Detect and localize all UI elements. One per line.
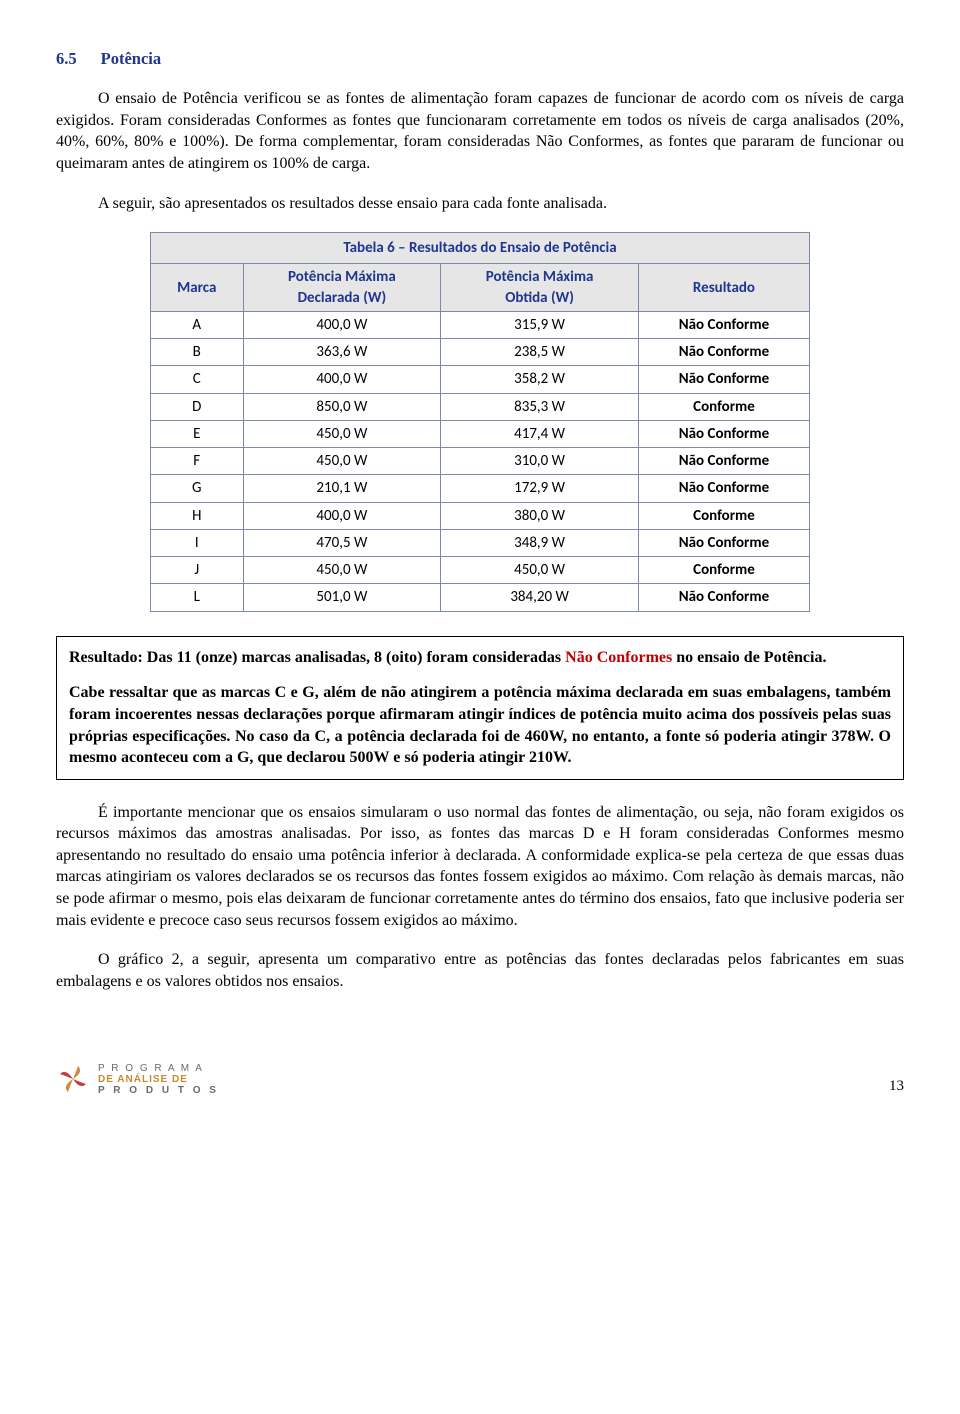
section-heading: 6.5 Potência	[56, 48, 904, 70]
page-footer: P R O G R A M A DE ANÁLISE DE P R O D U …	[56, 1062, 904, 1096]
result-summary-nc: Não Conformes	[565, 649, 672, 666]
footer-logo: P R O G R A M A DE ANÁLISE DE P R O D U …	[56, 1062, 219, 1096]
result-summary: Resultado: Das 11 (onze) marcas analisad…	[69, 647, 891, 669]
cell-resultado: Não Conforme	[638, 584, 809, 611]
logo-line-2: DE ANÁLISE DE	[98, 1074, 219, 1085]
cell-marca: B	[151, 339, 244, 366]
result-summary-post: no ensaio de Potência.	[672, 649, 826, 666]
col-marca: Marca	[151, 264, 244, 312]
cell-marca: D	[151, 393, 244, 420]
section-title: Potência	[101, 49, 161, 68]
table-row: I470,5 W348,9 WNão Conforme	[151, 529, 810, 556]
cell-obtida: 450,0 W	[441, 557, 639, 584]
cell-declarada: 470,5 W	[243, 529, 441, 556]
table-container: Tabela 6 – Resultados do Ensaio de Potên…	[56, 232, 904, 612]
table-row: E450,0 W417,4 WNão Conforme	[151, 420, 810, 447]
cell-obtida: 358,2 W	[441, 366, 639, 393]
table-row: D850,0 W835,3 WConforme	[151, 393, 810, 420]
table-row: B363,6 W238,5 WNão Conforme	[151, 339, 810, 366]
paragraph-2: A seguir, são apresentados os resultados…	[56, 193, 904, 215]
col-resultado: Resultado	[638, 264, 809, 312]
table-row: C400,0 W358,2 WNão Conforme	[151, 366, 810, 393]
col-obtida-text: Potência MáximaObtida (W)	[451, 267, 628, 308]
cell-obtida: 380,0 W	[441, 502, 639, 529]
cell-declarada: 450,0 W	[243, 420, 441, 447]
cell-declarada: 450,0 W	[243, 448, 441, 475]
cell-resultado: Conforme	[638, 393, 809, 420]
cell-obtida: 348,9 W	[441, 529, 639, 556]
cell-obtida: 310,0 W	[441, 448, 639, 475]
cell-resultado: Não Conforme	[638, 529, 809, 556]
cell-declarada: 363,6 W	[243, 339, 441, 366]
table-row: A400,0 W315,9 WNão Conforme	[151, 311, 810, 338]
cell-obtida: 315,9 W	[441, 311, 639, 338]
pinwheel-icon	[56, 1062, 90, 1096]
cell-declarada: 210,1 W	[243, 475, 441, 502]
table-row: F450,0 W310,0 WNão Conforme	[151, 448, 810, 475]
table-row: J450,0 W450,0 WConforme	[151, 557, 810, 584]
cell-declarada: 400,0 W	[243, 502, 441, 529]
result-detail: Cabe ressaltar que as marcas C e G, além…	[69, 682, 891, 768]
cell-marca: J	[151, 557, 244, 584]
logo-line-3: P R O D U T O S	[98, 1085, 219, 1096]
results-table: Tabela 6 – Resultados do Ensaio de Potên…	[150, 232, 810, 612]
cell-marca: A	[151, 311, 244, 338]
cell-declarada: 450,0 W	[243, 557, 441, 584]
cell-marca: E	[151, 420, 244, 447]
section-number: 6.5	[56, 49, 77, 68]
cell-resultado: Conforme	[638, 557, 809, 584]
cell-marca: G	[151, 475, 244, 502]
cell-declarada: 400,0 W	[243, 366, 441, 393]
cell-resultado: Conforme	[638, 502, 809, 529]
table-row: L501,0 W384,20 WNão Conforme	[151, 584, 810, 611]
cell-obtida: 417,4 W	[441, 420, 639, 447]
cell-marca: H	[151, 502, 244, 529]
logo-line-1: P R O G R A M A	[98, 1063, 219, 1074]
cell-marca: I	[151, 529, 244, 556]
cell-marca: L	[151, 584, 244, 611]
cell-obtida: 384,20 W	[441, 584, 639, 611]
cell-marca: F	[151, 448, 244, 475]
paragraph-3: É importante mencionar que os ensaios si…	[56, 802, 904, 932]
col-obtida: Potência MáximaObtida (W)	[441, 264, 639, 312]
cell-resultado: Não Conforme	[638, 420, 809, 447]
col-declarada: Potência MáximaDeclarada (W)	[243, 264, 441, 312]
cell-declarada: 400,0 W	[243, 311, 441, 338]
result-box: Resultado: Das 11 (onze) marcas analisad…	[56, 636, 904, 780]
cell-resultado: Não Conforme	[638, 475, 809, 502]
table-row: G210,1 W172,9 WNão Conforme	[151, 475, 810, 502]
cell-resultado: Não Conforme	[638, 339, 809, 366]
cell-obtida: 238,5 W	[441, 339, 639, 366]
cell-resultado: Não Conforme	[638, 366, 809, 393]
cell-resultado: Não Conforme	[638, 311, 809, 338]
paragraph-1: O ensaio de Potência verificou se as fon…	[56, 88, 904, 174]
page-number: 13	[889, 1076, 904, 1096]
paragraph-4: O gráfico 2, a seguir, apresenta um comp…	[56, 949, 904, 992]
cell-declarada: 501,0 W	[243, 584, 441, 611]
result-summary-pre: Resultado: Das 11 (onze) marcas analisad…	[69, 649, 565, 666]
cell-declarada: 850,0 W	[243, 393, 441, 420]
table-title: Tabela 6 – Resultados do Ensaio de Potên…	[151, 233, 810, 264]
cell-marca: C	[151, 366, 244, 393]
table-row: H400,0 W380,0 WConforme	[151, 502, 810, 529]
cell-obtida: 835,3 W	[441, 393, 639, 420]
col-declarada-text: Potência MáximaDeclarada (W)	[254, 267, 431, 308]
footer-logo-text: P R O G R A M A DE ANÁLISE DE P R O D U …	[98, 1063, 219, 1096]
cell-resultado: Não Conforme	[638, 448, 809, 475]
table-body: A400,0 W315,9 WNão ConformeB363,6 W238,5…	[151, 311, 810, 611]
cell-obtida: 172,9 W	[441, 475, 639, 502]
